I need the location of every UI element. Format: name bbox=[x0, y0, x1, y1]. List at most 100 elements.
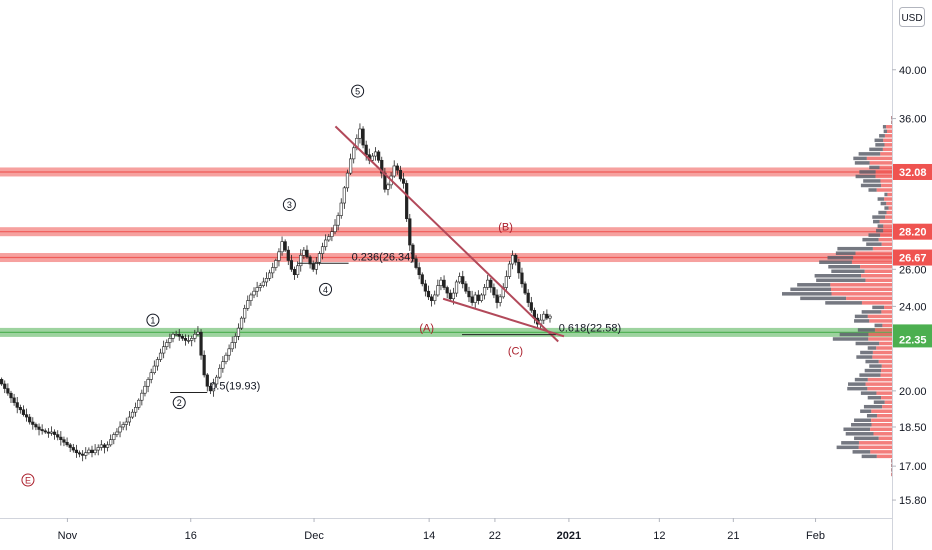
volume-profile-bar bbox=[878, 436, 892, 441]
y-tick-label: 40.00 bbox=[899, 65, 927, 77]
candle bbox=[258, 282, 262, 292]
candle bbox=[149, 368, 153, 384]
candle bbox=[118, 421, 122, 438]
price-axis[interactable]: 40.00 36.00 26.00 24.00 20.00 18.50 17.00 15.80… bbox=[892, 65, 932, 507]
candle bbox=[59, 431, 63, 446]
volume-profile-bar bbox=[853, 255, 892, 260]
candle bbox=[49, 426, 54, 436]
volume-profile-bar bbox=[855, 251, 892, 255]
volume-profile-bar bbox=[887, 192, 892, 197]
candle bbox=[93, 444, 97, 456]
volume-profile-bar bbox=[865, 359, 879, 364]
volume-profile-bar bbox=[875, 170, 892, 174]
volume-profile-bar bbox=[837, 246, 873, 251]
fib-label: 0.618(22.58) bbox=[559, 323, 621, 335]
candle bbox=[264, 272, 269, 287]
candle bbox=[386, 182, 390, 196]
volume-profile-bar bbox=[884, 143, 892, 147]
candle bbox=[342, 185, 346, 209]
volume-profile-bar bbox=[880, 179, 892, 183]
candle bbox=[442, 275, 446, 291]
candle bbox=[305, 245, 309, 259]
volume-profile-bar bbox=[831, 269, 865, 274]
trendline-2[interactable] bbox=[442, 297, 565, 338]
volume-profile-bar bbox=[891, 463, 892, 468]
volume-profile-bar bbox=[872, 355, 892, 359]
candle bbox=[87, 447, 91, 455]
volume-profile-bar bbox=[856, 355, 873, 359]
candle bbox=[77, 450, 82, 458]
volume-profile-bar bbox=[884, 192, 888, 197]
candle bbox=[65, 437, 69, 447]
volume-profile-bar bbox=[832, 337, 869, 341]
y-tick-label: 18.50 bbox=[899, 422, 927, 434]
candle bbox=[395, 163, 399, 175]
candle bbox=[124, 417, 128, 431]
candle bbox=[311, 260, 315, 272]
volume-profile-bar bbox=[879, 219, 892, 224]
volume-profile-bar bbox=[841, 441, 859, 445]
wave-label: 2 bbox=[172, 396, 186, 410]
candle bbox=[330, 227, 334, 242]
candle bbox=[482, 283, 487, 300]
y-tick-label: 20.00 bbox=[899, 386, 927, 398]
candle bbox=[162, 340, 166, 359]
volume-profile-bar bbox=[872, 246, 892, 251]
candle bbox=[286, 246, 290, 266]
currency-button[interactable]: USD bbox=[899, 7, 925, 27]
candle bbox=[134, 402, 138, 417]
volume-profile-bar bbox=[874, 328, 892, 332]
candle bbox=[53, 429, 57, 440]
volume-profile-bar bbox=[876, 454, 892, 459]
candle bbox=[261, 277, 265, 288]
volume-profile-bar bbox=[839, 332, 869, 337]
candle bbox=[271, 262, 275, 279]
trendlines[interactable] bbox=[334, 125, 565, 343]
volume-profile-bar bbox=[865, 382, 892, 386]
candle bbox=[193, 329, 197, 343]
time-axis[interactable]: Nov 16 Dec 14 22 2021 12 21 Feb bbox=[58, 518, 825, 542]
volume-profile-bar bbox=[863, 404, 883, 409]
candle bbox=[218, 364, 222, 380]
volume-profile-bar bbox=[814, 274, 862, 278]
x-tick-label: 14 bbox=[423, 530, 435, 542]
volume-profile-bar bbox=[855, 341, 880, 346]
candle bbox=[183, 334, 188, 346]
candle bbox=[3, 380, 7, 394]
candle bbox=[380, 156, 384, 179]
volume-profile-bar bbox=[879, 341, 892, 346]
candle bbox=[308, 255, 312, 269]
volume-profile-bar bbox=[869, 364, 882, 368]
volume-profile-bar bbox=[845, 432, 874, 436]
candle bbox=[498, 294, 502, 307]
volume-profile-bar bbox=[876, 188, 892, 192]
candle bbox=[255, 281, 259, 298]
volume-profile-bar bbox=[843, 427, 871, 432]
candle bbox=[448, 289, 452, 302]
candle bbox=[392, 160, 396, 178]
candle bbox=[430, 294, 434, 307]
volume-profile-bar bbox=[891, 459, 892, 463]
wave-label-text: (C) bbox=[508, 345, 523, 357]
volume-profile-bar bbox=[878, 210, 887, 215]
candle bbox=[252, 287, 256, 299]
price-label-text: 26.67 bbox=[899, 253, 927, 265]
candle bbox=[233, 333, 237, 349]
wave-label-text: (B) bbox=[498, 221, 513, 233]
volume-profile-bar bbox=[866, 156, 892, 161]
volume-profile-bar bbox=[857, 328, 875, 332]
price-label-28.20: 28.20 bbox=[893, 223, 932, 240]
volume-profile-bar bbox=[882, 404, 892, 409]
volume-profile-bar bbox=[878, 237, 892, 242]
volume-profile-bar bbox=[825, 301, 862, 305]
candle bbox=[56, 430, 60, 441]
candle bbox=[274, 258, 278, 271]
candle bbox=[423, 279, 427, 297]
candle bbox=[280, 236, 284, 256]
candle bbox=[165, 339, 169, 350]
trendline-1[interactable] bbox=[334, 125, 559, 343]
candle bbox=[81, 450, 85, 462]
volume-profile-bar bbox=[870, 450, 892, 454]
